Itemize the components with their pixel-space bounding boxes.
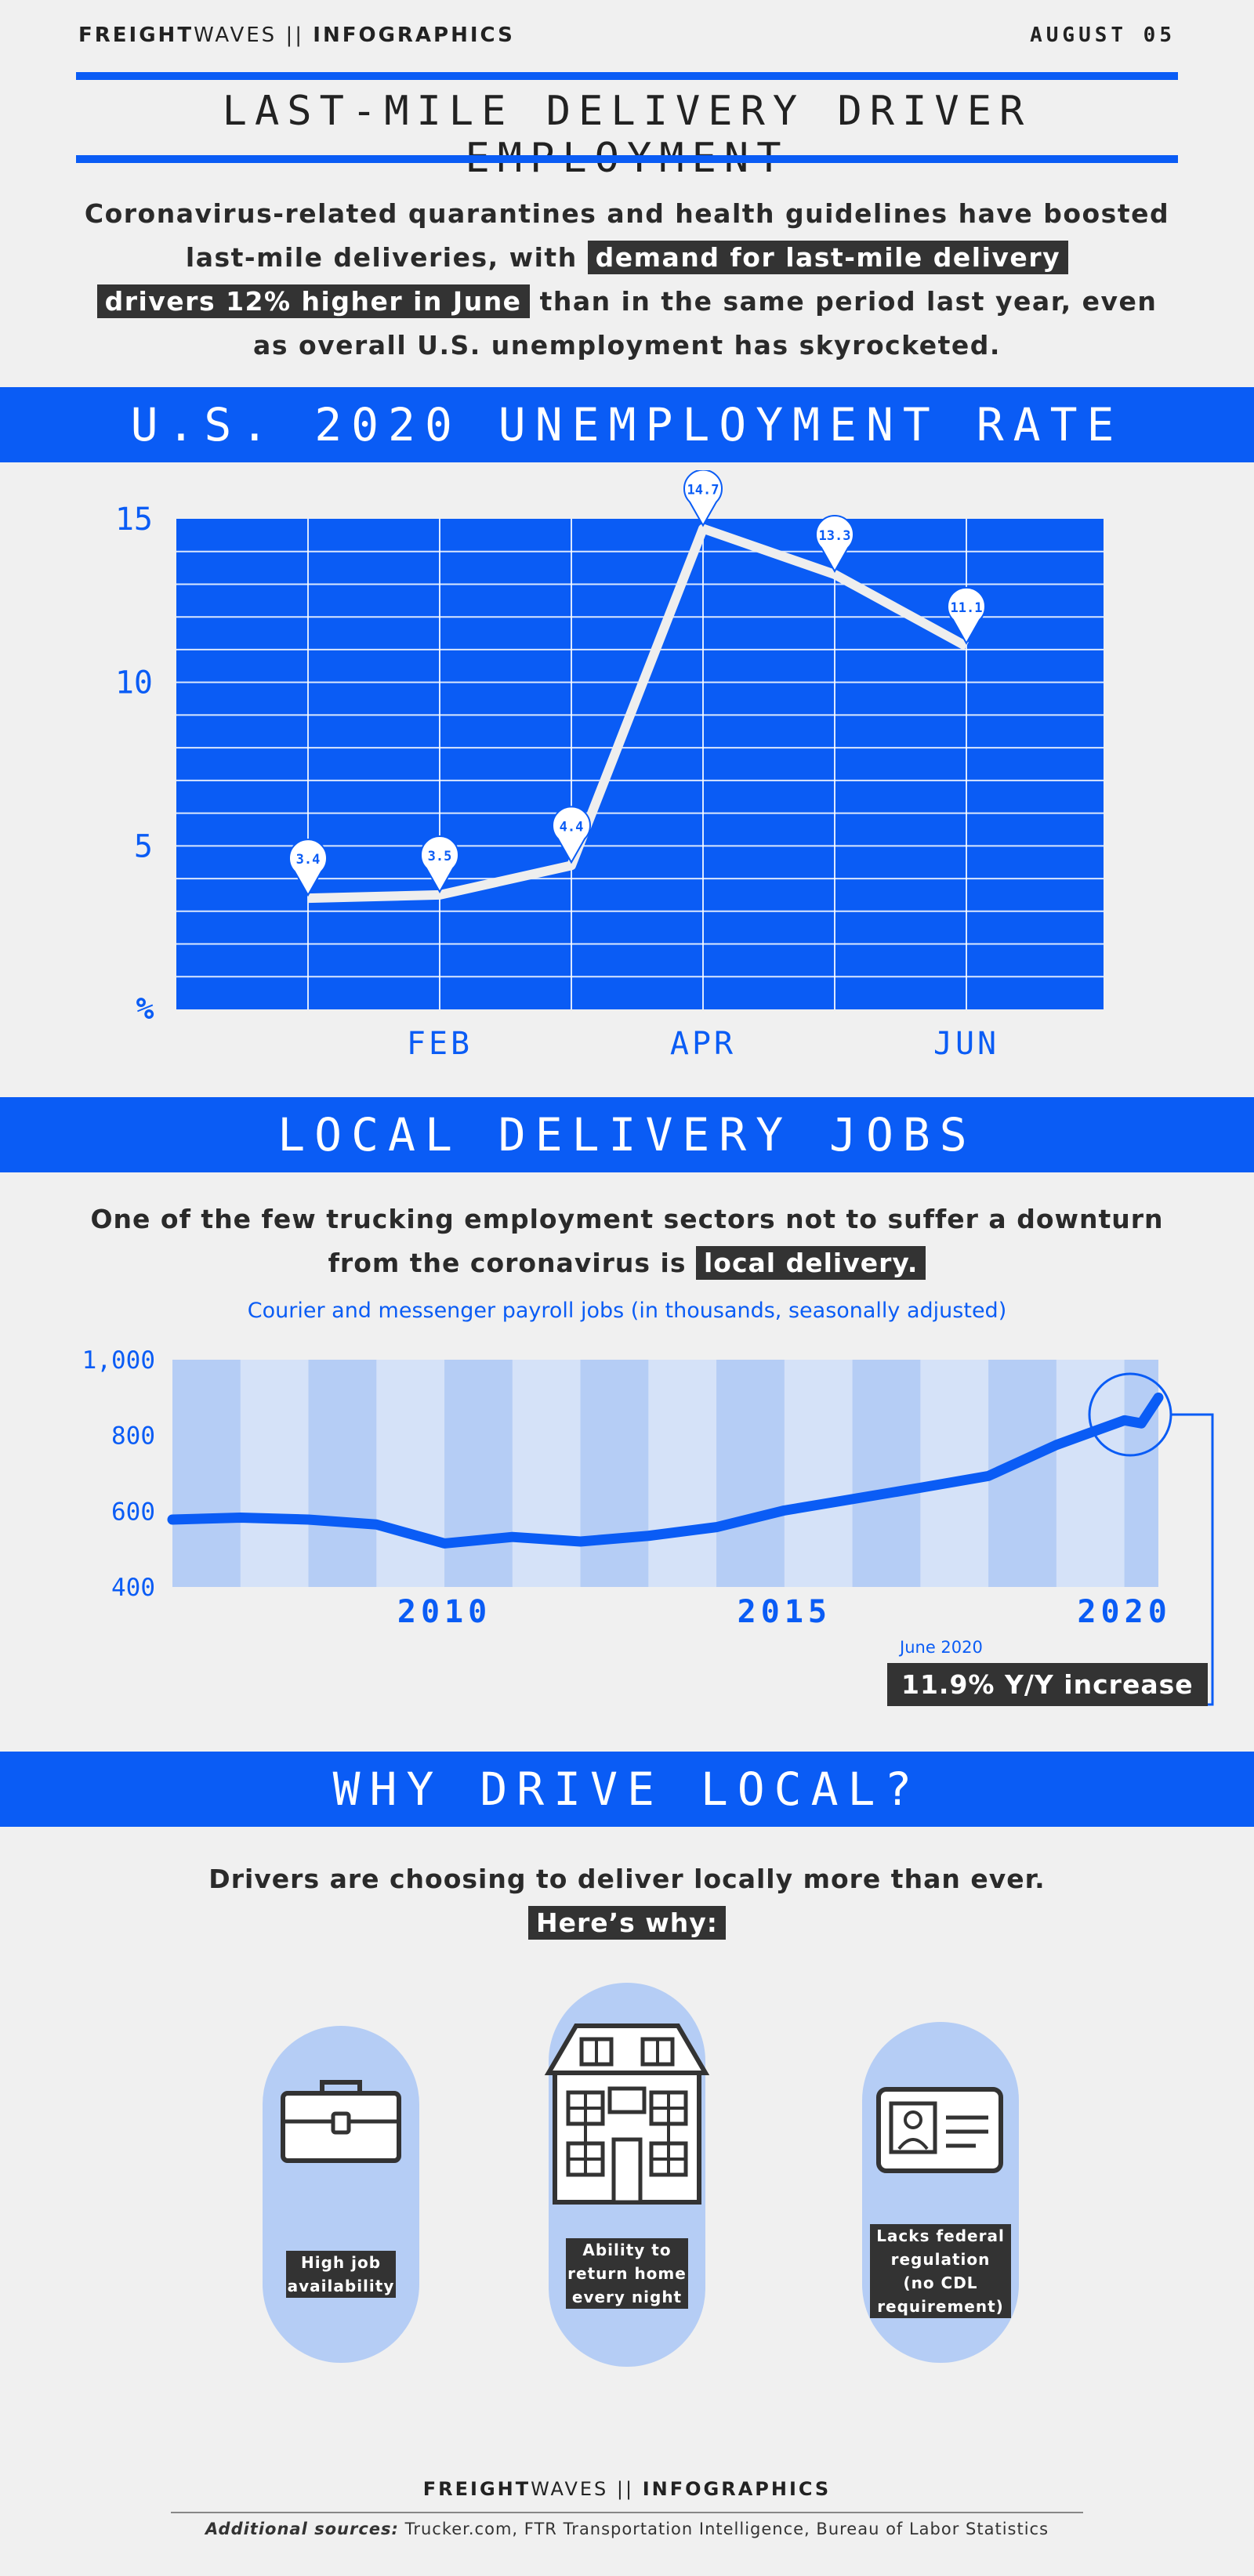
sources-text: Additional sources: Trucker.com, FTR Tra… <box>205 2520 1049 2538</box>
y-tick-label: 1,000 <box>82 1348 155 1375</box>
year-band <box>172 1360 241 1587</box>
top-bar: FREIGHTWAVES || INFOGRAPHICS AUGUST 05 <box>78 24 1176 55</box>
year-band <box>444 1360 513 1587</box>
unemployment-markers: 3.4 3.5 4.4 14.7 13.3 11.1 <box>288 470 986 897</box>
x-tick-label: 2010 <box>397 1594 491 1630</box>
payroll-x-ticks: 2010 2015 2020 <box>397 1594 1171 1630</box>
data-point-marker <box>420 835 459 893</box>
year-band <box>580 1360 649 1587</box>
brand-logo: FREIGHTWAVES || INFOGRAPHICS <box>78 24 515 47</box>
y-unit-label: % <box>136 991 154 1026</box>
why-local-text: Drivers are choosing to deliver locally … <box>208 1864 1046 1940</box>
data-label: 4.4 <box>560 819 584 835</box>
y-tick-label: 5 <box>134 828 153 864</box>
house-icon <box>544 2023 710 2205</box>
section-header-local-delivery: LOCAL DELIVERY JOBS <box>0 1097 1254 1172</box>
footer-brand-logo: FREIGHTWAVES || INFOGRAPHICS <box>422 2478 832 2500</box>
y-tick-label: 400 <box>111 1574 155 1602</box>
payroll-y-ticks: 1,000 800 600 400 <box>82 1348 155 1602</box>
x-tick-label: 2020 <box>1077 1594 1171 1630</box>
year-band <box>1124 1360 1158 1587</box>
data-point-marker <box>288 839 328 897</box>
y-tick-label: 15 <box>115 502 153 538</box>
why-local-highlight: Here’s why: <box>527 1906 726 1940</box>
year-band <box>852 1360 921 1587</box>
unemployment-series-line <box>307 524 969 904</box>
data-label: 14.7 <box>687 483 719 498</box>
local-delivery-text: One of the few trucking employment secto… <box>90 1204 1164 1280</box>
intro-text: Coronavirus-related quarantines and heal… <box>84 198 1170 360</box>
payroll-year-bands <box>172 1360 1158 1587</box>
y-tick-label: 10 <box>115 665 153 701</box>
x-tick-label: JUN <box>933 1026 999 1062</box>
reason-label-3: Lacks federal regulation (no CDL requiremen… <box>870 2224 1011 2318</box>
year-band <box>716 1360 785 1587</box>
title-rule-bottom <box>76 155 1178 163</box>
publish-date: AUGUST 05 <box>1030 24 1176 47</box>
data-point-marker <box>947 586 986 645</box>
data-point-marker <box>815 515 854 573</box>
unemployment-x-ticks: FEB APR JUN <box>407 1026 999 1062</box>
callout-date: June 2020 <box>900 1638 983 1657</box>
reason-label-1: High job availability <box>286 2251 396 2298</box>
payroll-series-line <box>167 1392 1164 1549</box>
y-tick-label: 600 <box>111 1498 155 1526</box>
y-tick-label: 800 <box>111 1422 155 1451</box>
section-header-unemployment: U.S. 2020 UNEMPLOYMENT RATE <box>0 387 1254 462</box>
x-tick-label: APR <box>670 1026 736 1062</box>
data-label: 13.3 <box>819 528 851 544</box>
unemployment-y-ticks: 5 10 15% <box>115 502 154 1026</box>
data-point-marker <box>552 806 591 864</box>
data-label: 3.4 <box>296 852 321 868</box>
data-label: 11.1 <box>951 600 983 616</box>
x-tick-label: 2015 <box>738 1594 832 1630</box>
section-header-why-local: WHY DRIVE LOCAL? <box>0 1752 1254 1827</box>
payroll-chart-caption: Courier and messenger payroll jobs (in t… <box>247 1299 1007 1323</box>
intro-highlight-2: drivers 12% higher in June <box>96 284 530 318</box>
callout-connector <box>1171 1413 1214 1706</box>
reason-label-2: Ability to return home every night <box>566 2238 688 2309</box>
page-title: LAST-MILE DELIVERY DRIVER EMPLOYMENT <box>222 88 1032 182</box>
unemployment-chart: 5 10 15% FEB APR JUN 3.4 3.5 4.4 14.7 13.3 11.1 <box>115 470 1104 1062</box>
payroll-line <box>167 1392 1164 1549</box>
title-rule-top <box>76 72 1178 80</box>
local-delivery-highlight: local delivery. <box>695 1246 926 1280</box>
footer-rule <box>171 2512 1083 2513</box>
intro-highlight-1: demand for last-mile delivery <box>587 241 1069 274</box>
briefcase-icon <box>281 2080 401 2163</box>
data-label: 3.5 <box>428 849 452 864</box>
id-card-icon <box>876 2087 1003 2173</box>
payroll-chart: 1,000 800 600 400 2010 2015 2020 <box>82 1348 1214 1706</box>
callout-value: 11.9% Y/Y increase <box>887 1663 1208 1706</box>
year-band <box>308 1360 377 1587</box>
unemployment-line <box>307 524 969 904</box>
x-tick-label: FEB <box>407 1026 473 1062</box>
data-point-marker <box>683 470 723 527</box>
